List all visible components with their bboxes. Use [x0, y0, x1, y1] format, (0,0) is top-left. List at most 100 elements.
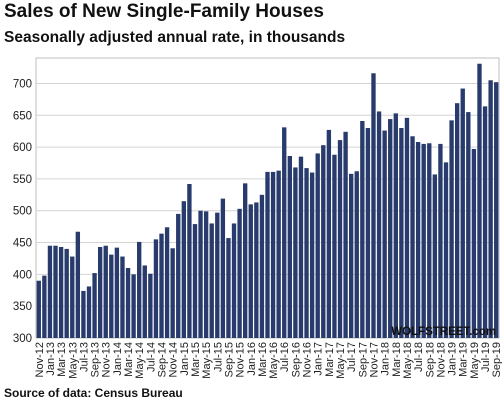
bar [293, 167, 298, 338]
y-axis: 300 350 400 450 500 550 600 650 700 [13, 78, 32, 345]
bar [164, 227, 170, 338]
x-tick-label: Jul-16 [279, 342, 291, 372]
y-tick-label: 650 [13, 110, 32, 122]
bar [360, 121, 365, 338]
x-tick-label: Jan-15 [179, 342, 191, 376]
y-tick-label: 600 [13, 142, 32, 154]
y-tick-label: 350 [13, 301, 32, 313]
bar [42, 275, 47, 338]
bar [243, 183, 248, 338]
bar [371, 73, 376, 339]
source-note: Source of data: Census Bureau [4, 386, 183, 400]
bar [404, 117, 410, 338]
bar [410, 136, 415, 338]
bar [209, 223, 214, 338]
bar [153, 239, 159, 338]
bar [259, 194, 265, 338]
x-tick-label: Jan-16 [246, 342, 258, 376]
bar [494, 82, 499, 339]
bar [142, 265, 147, 338]
x-tick-label: Sep-18 [424, 342, 436, 377]
x-tick-label: Mar-13 [56, 342, 68, 377]
bar [220, 198, 226, 338]
bar [298, 156, 304, 338]
x-tick-label: Jan-14 [112, 342, 124, 376]
bar [315, 153, 320, 338]
bar [454, 103, 460, 339]
x-tick-label: Nov-12 [34, 342, 46, 377]
bar [75, 231, 81, 338]
bar [376, 111, 382, 338]
bar [64, 248, 69, 338]
bar [203, 211, 209, 338]
y-tick-label: 500 [13, 206, 32, 218]
x-tick-label: Jul-19 [480, 342, 492, 372]
x-tick-label: May-14 [134, 342, 146, 379]
y-tick-label: 700 [13, 78, 32, 90]
y-tick-label: 400 [13, 269, 32, 281]
bar [47, 245, 53, 338]
bar [443, 162, 449, 338]
x-tick-label: Nov-17 [368, 342, 380, 377]
x-tick-label: May-13 [67, 342, 79, 379]
x-tick-label: Nov-16 [302, 342, 314, 377]
x-tick-label: Jul-14 [145, 342, 157, 372]
bar [332, 154, 337, 338]
x-tick-label: Mar-17 [324, 342, 336, 377]
bar [471, 149, 477, 338]
watermark: WOLFSTREET.com [391, 326, 496, 338]
bar [438, 143, 443, 338]
bar [254, 202, 259, 338]
bar [415, 142, 421, 338]
x-tick-label: Nov-13 [101, 342, 113, 377]
x-tick-label: Jul-13 [78, 342, 90, 372]
bar [92, 273, 97, 338]
y-tick-label: 450 [13, 238, 32, 250]
bar [170, 248, 175, 338]
x-tick-label: Jul-17 [346, 342, 358, 372]
bar [159, 233, 164, 338]
bar [265, 171, 270, 338]
chart-subtitle: Seasonally adjusted annual rate, in thou… [4, 29, 346, 46]
bar [421, 143, 426, 338]
x-tick-label: May-18 [402, 342, 414, 379]
bar [399, 128, 404, 338]
x-tick-label: Mar-19 [458, 342, 470, 377]
x-tick-label: May-19 [469, 342, 481, 379]
bar [198, 210, 203, 338]
bar [192, 224, 198, 338]
x-tick-label: Sep-19 [491, 342, 502, 377]
bar [365, 128, 371, 338]
x-tick-label: Sep-15 [223, 342, 235, 377]
bar [287, 156, 292, 338]
bar [282, 127, 287, 338]
bar [488, 80, 493, 339]
bar [109, 254, 114, 338]
bar [181, 201, 186, 338]
bar [382, 130, 387, 338]
bar [148, 273, 153, 338]
bar [393, 113, 398, 338]
x-axis: Nov-12 Jan-13 Mar-13 May-13 Jul-13 Sep-13 Nov-… [34, 342, 502, 379]
bar [36, 280, 41, 338]
x-tick-label: Jan-18 [380, 342, 392, 376]
bar [343, 131, 348, 338]
bar [103, 245, 108, 338]
bar [449, 120, 454, 338]
bar [349, 173, 354, 338]
bar [231, 223, 237, 338]
x-tick-label: Jan-13 [45, 342, 57, 376]
x-tick-label: Jul-15 [212, 342, 224, 372]
bar [477, 63, 482, 338]
x-tick-label: Mar-14 [123, 342, 135, 377]
bar [120, 256, 125, 338]
x-tick-label: Nov-15 [235, 342, 247, 377]
bar [53, 245, 58, 338]
x-tick-label: Jan-19 [447, 342, 459, 376]
bar [86, 286, 92, 338]
bar [215, 212, 220, 338]
x-tick-label: May-16 [268, 342, 280, 379]
bar [354, 171, 359, 338]
bar [248, 204, 253, 338]
